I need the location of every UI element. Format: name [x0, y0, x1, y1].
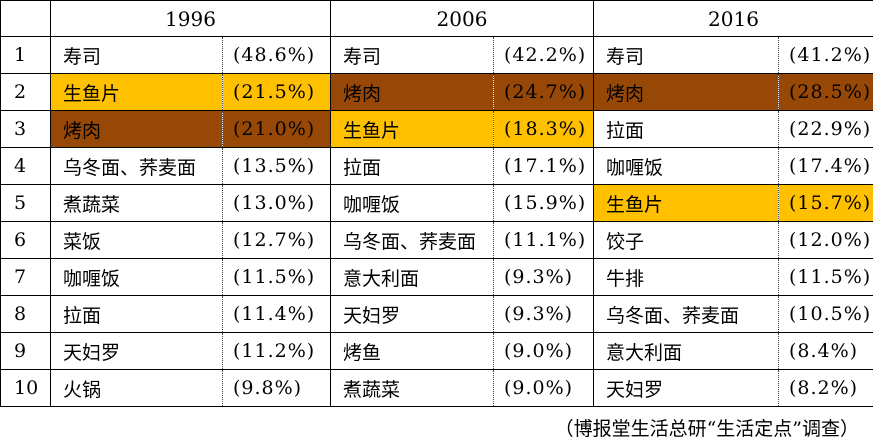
percentage-cell: (21.5%)	[223, 74, 331, 111]
percentage-cell: (8.2%)	[779, 370, 873, 407]
food-cell: 生鱼片	[331, 111, 494, 148]
rank-cell: 7	[1, 259, 51, 296]
percentage-cell: (10.5%)	[779, 296, 873, 333]
percentage-cell: (9.8%)	[223, 370, 331, 407]
percentage-cell: (11.4%)	[223, 296, 331, 333]
food-cell: 天妇罗	[594, 370, 779, 407]
percentage-cell: (48.6%)	[223, 37, 331, 74]
year-header-1996: 1996	[51, 1, 331, 37]
food-cell: 乌冬面、荞麦面	[331, 222, 494, 259]
food-cell: 拉面	[594, 111, 779, 148]
food-cell: 生鱼片	[51, 74, 223, 111]
percentage-cell: (15.7%)	[779, 185, 873, 222]
percentage-cell: (9.0%)	[494, 333, 594, 370]
percentage-cell: (11.5%)	[779, 259, 873, 296]
food-cell: 烤肉	[51, 111, 223, 148]
percentage-cell: (9.0%)	[494, 370, 594, 407]
year-header-2006: 2006	[331, 1, 594, 37]
food-cell: 拉面	[51, 296, 223, 333]
percentage-cell: (17.4%)	[779, 148, 873, 185]
percentage-cell: (13.5%)	[223, 148, 331, 185]
percentage-cell: (22.9%)	[779, 111, 873, 148]
percentage-cell: (18.3%)	[494, 111, 594, 148]
food-cell: 乌冬面、荞麦面	[51, 148, 223, 185]
food-cell: 饺子	[594, 222, 779, 259]
rank-cell: 8	[1, 296, 51, 333]
year-header-2016: 2016	[594, 1, 873, 37]
percentage-cell: (8.4%)	[779, 333, 873, 370]
food-cell: 意大利面	[331, 259, 494, 296]
food-cell: 煮蔬菜	[331, 370, 494, 407]
food-cell: 火锅	[51, 370, 223, 407]
rank-cell: 9	[1, 333, 51, 370]
rank-cell: 10	[1, 370, 51, 407]
rank-cell: 3	[1, 111, 51, 148]
food-cell: 乌冬面、荞麦面	[594, 296, 779, 333]
food-cell: 烤肉	[331, 74, 494, 111]
percentage-cell: (11.2%)	[223, 333, 331, 370]
percentage-cell: (13.0%)	[223, 185, 331, 222]
rank-cell: 2	[1, 74, 51, 111]
food-cell: 寿司	[331, 37, 494, 74]
percentage-cell: (9.3%)	[494, 296, 594, 333]
percentage-cell: (17.1%)	[494, 148, 594, 185]
percentage-cell: (15.9%)	[494, 185, 594, 222]
percentage-cell: (12.7%)	[223, 222, 331, 259]
rank-cell: 6	[1, 222, 51, 259]
food-cell: 咖喱饭	[331, 185, 494, 222]
percentage-cell: (11.5%)	[223, 259, 331, 296]
rank-cell: 1	[1, 37, 51, 74]
food-cell: 烤鱼	[331, 333, 494, 370]
percentage-cell: (12.0%)	[779, 222, 873, 259]
food-cell: 天妇罗	[331, 296, 494, 333]
percentage-cell: (28.5%)	[779, 74, 873, 111]
food-cell: 咖喱饭	[594, 148, 779, 185]
food-cell: 咖喱饭	[51, 259, 223, 296]
percentage-cell: (42.2%)	[494, 37, 594, 74]
rank-cell: 5	[1, 185, 51, 222]
percentage-cell: (9.3%)	[494, 259, 594, 296]
header-row: 1996 2006 2016	[1, 1, 873, 37]
source-note: （博报堂生活总研“生活定点”调查）	[0, 414, 873, 441]
food-cell: 烤肉	[594, 74, 779, 111]
percentage-cell: (24.7%)	[494, 74, 594, 111]
food-cell: 意大利面	[594, 333, 779, 370]
food-cell: 牛排	[594, 259, 779, 296]
food-cell: 天妇罗	[51, 333, 223, 370]
percentage-cell: (41.2%)	[779, 37, 873, 74]
food-cell: 寿司	[594, 37, 779, 74]
rank-header-cell	[1, 1, 51, 37]
food-cell: 生鱼片	[594, 185, 779, 222]
food-cell: 寿司	[51, 37, 223, 74]
percentage-cell: (21.0%)	[223, 111, 331, 148]
rank-cell: 4	[1, 148, 51, 185]
food-cell: 拉面	[331, 148, 494, 185]
food-cell: 菜饭	[51, 222, 223, 259]
food-cell: 煮蔬菜	[51, 185, 223, 222]
percentage-cell: (11.1%)	[494, 222, 594, 259]
